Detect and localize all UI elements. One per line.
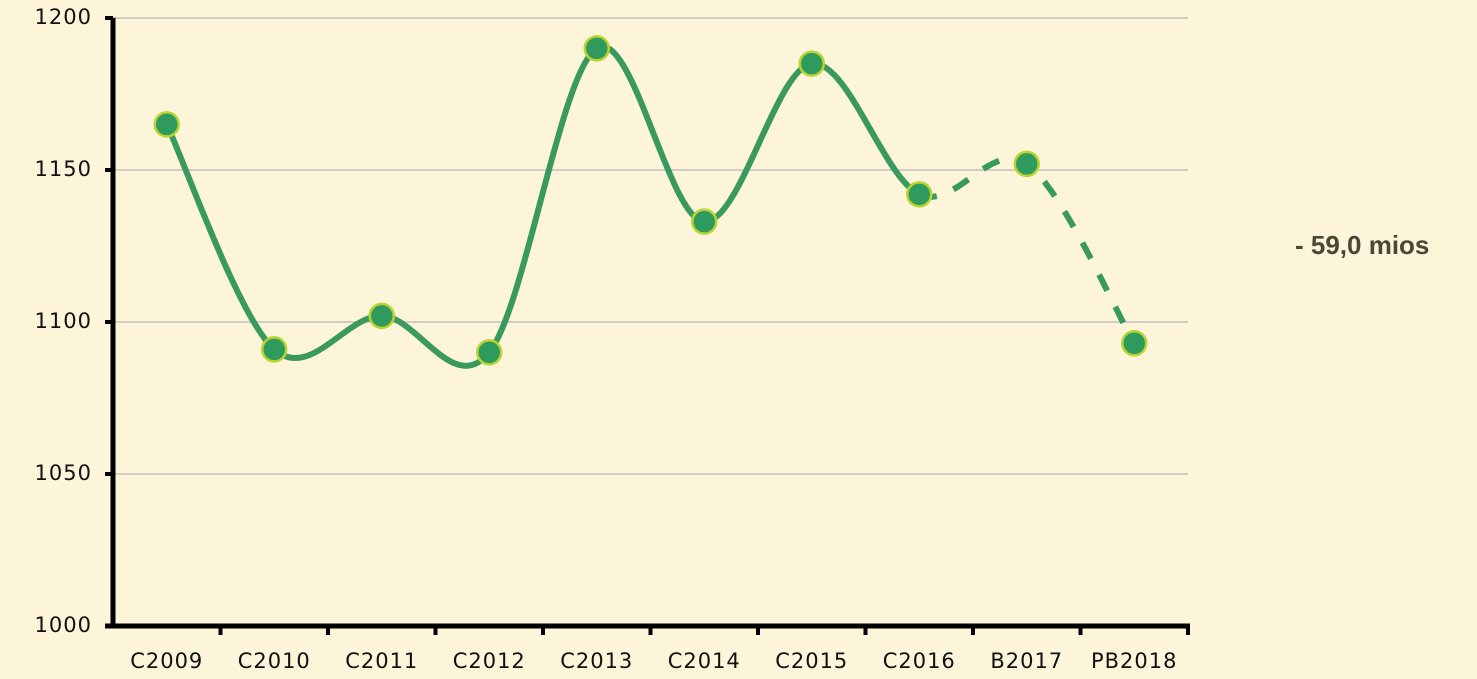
x-tick-label: C2011 [345,649,418,673]
x-tick-label: B2017 [990,649,1063,673]
marker [906,181,933,208]
x-tick-label: PB2018 [1091,649,1178,673]
x-tick-label: C2009 [130,649,203,673]
marker [153,111,180,138]
y-tick-label: 1200 [35,5,92,29]
marker [368,302,395,330]
y-tick-label: 1100 [35,309,92,333]
y-tick-label: 1150 [35,157,92,181]
x-tick-label: C2013 [560,649,633,673]
marker [476,339,503,366]
annotation: - 59,0 mios [1295,230,1429,260]
marker [261,336,288,363]
marker [691,208,718,235]
x-tick-label: C2014 [668,649,741,673]
marker [1121,330,1148,357]
marker [583,35,610,62]
x-tick-label: C2012 [453,649,526,673]
marker [798,50,825,77]
line [164,43,921,369]
x-tick-label: C2015 [775,649,848,673]
marker [1013,150,1040,178]
x-tick-label: C2010 [238,649,311,673]
y-tick-label: 1000 [35,613,92,637]
x-tick-label: C2016 [883,649,956,673]
y-tick-label: 1050 [35,461,92,485]
